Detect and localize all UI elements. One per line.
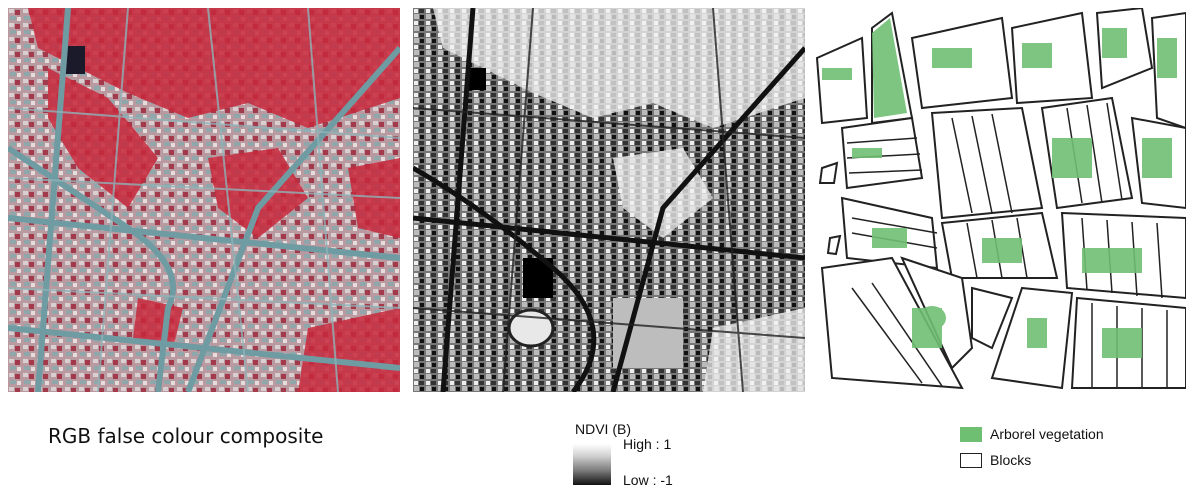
ndvi-legend-high: High : 1 (623, 436, 672, 452)
vegetation-swatch (960, 427, 982, 442)
rgb-false-colour-image (8, 8, 400, 392)
blocks-legend-label: Blocks (990, 452, 1032, 468)
ndvi-image (413, 8, 805, 392)
vegetation-legend-label: Arborel vegetation (990, 426, 1104, 442)
ndvi-colour-ramp (573, 444, 611, 485)
blocks-vegetation-map (812, 8, 1186, 392)
rgb-caption: RGB false colour composite (48, 424, 324, 448)
blocks-swatch (960, 453, 982, 468)
ndvi-legend-low: Low : -1 (623, 472, 673, 488)
ndvi-legend-title: NDVI (B) (575, 421, 631, 437)
